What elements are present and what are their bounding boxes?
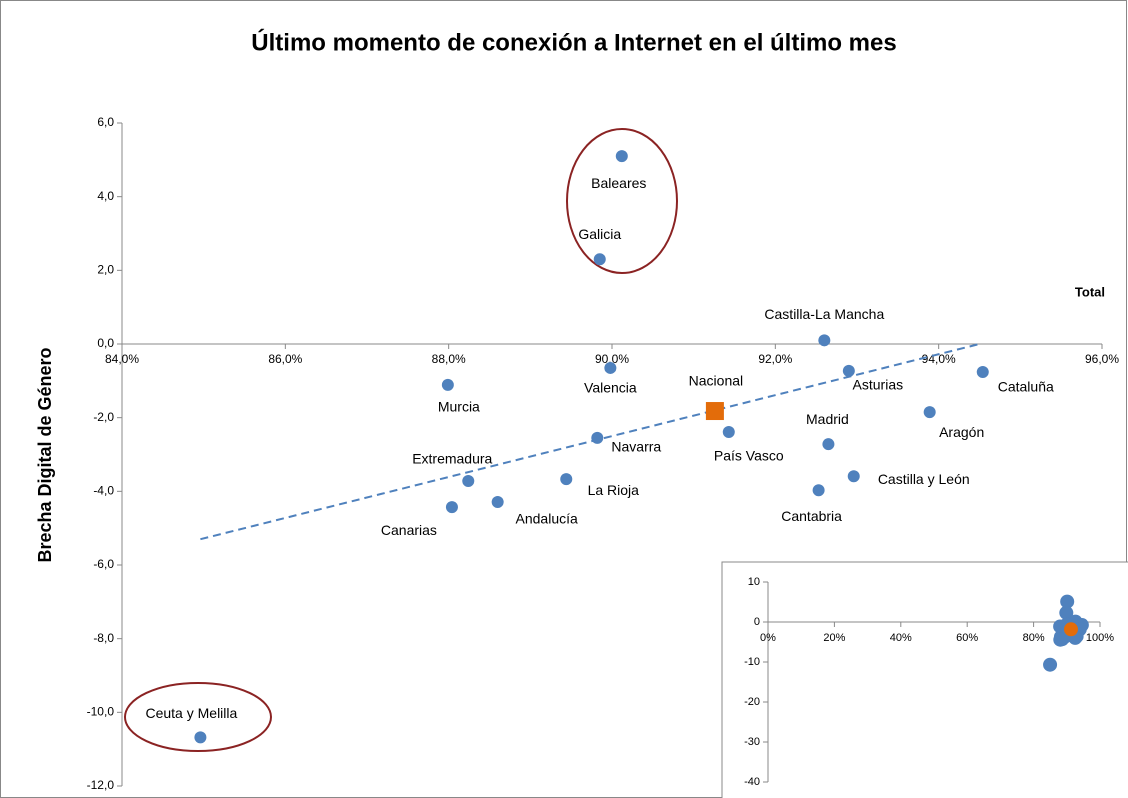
x-tick-label: 90,0% (595, 352, 629, 366)
x-tick-label: 94,0% (922, 352, 956, 366)
point (1053, 632, 1068, 647)
y-axis-title: Brecha Digital de Género (35, 347, 55, 562)
point-label: Baleares (591, 175, 646, 191)
point (491, 496, 504, 509)
point (818, 334, 831, 347)
x-tick-label: 88,0% (432, 352, 466, 366)
point-label: Castilla y León (878, 471, 970, 487)
y-tick-label: -6,0 (93, 557, 114, 571)
point (976, 365, 989, 378)
point-label: Extremadura (412, 451, 492, 467)
y-tick-label: -40 (744, 776, 760, 788)
point-label: Nacional (689, 373, 743, 389)
point-label: Murcia (438, 399, 480, 415)
point-label: Castilla-La Mancha (764, 306, 884, 322)
point (445, 501, 458, 514)
point-label: Asturias (853, 377, 904, 393)
chart-title: Último momento de conexión a Internet en… (251, 28, 896, 56)
x-tick-label: 96,0% (1085, 352, 1119, 366)
y-tick-label: 6,0 (97, 115, 114, 129)
point-label: Canarias (381, 522, 437, 538)
y-tick-label: -10,0 (87, 705, 115, 719)
point (615, 150, 628, 163)
point-label: La Rioja (588, 482, 640, 498)
x-tick-label: 92,0% (758, 352, 792, 366)
point-label: Galicia (578, 226, 621, 242)
point (560, 473, 573, 486)
x-tick-label: 86,0% (268, 352, 302, 366)
x-tick-label: 80% (1023, 632, 1045, 644)
x-tick-label: 100% (1086, 632, 1114, 644)
point-label: Valencia (584, 380, 637, 396)
point (842, 364, 855, 377)
point (847, 470, 860, 483)
point (441, 378, 454, 391)
x-tick-label: 0% (760, 632, 776, 644)
point (593, 253, 606, 266)
y-tick-label: -2,0 (93, 410, 114, 424)
point (705, 402, 724, 421)
point (1043, 657, 1058, 672)
point (591, 431, 604, 444)
point (1060, 594, 1075, 609)
x-tick-label: 40% (890, 632, 912, 644)
point (462, 475, 475, 488)
y-tick-label: 4,0 (97, 189, 114, 203)
point (194, 731, 207, 744)
annotation: Total (1075, 284, 1105, 299)
y-tick-label: 10 (748, 576, 760, 588)
point-label: Cataluña (998, 379, 1054, 395)
highlight-ellipse (124, 682, 272, 752)
point (812, 484, 825, 497)
y-tick-label: 0 (754, 616, 760, 628)
point (722, 426, 735, 439)
point (822, 438, 835, 451)
y-tick-label: -20 (744, 696, 760, 708)
inset-plot: 10 0 -10 -20 -30 -40 0% 20% 40% 60% 80% 100% (744, 576, 1114, 788)
y-tick-label: -4,0 (93, 484, 114, 498)
point-label: Aragón (939, 424, 984, 440)
point (923, 406, 936, 419)
x-tick-label: 60% (956, 632, 978, 644)
y-tick-label: -8,0 (93, 631, 114, 645)
highlight-ellipse (566, 128, 678, 274)
x-tick-label: 20% (823, 632, 845, 644)
point (604, 361, 617, 374)
point-label: Andalucía (516, 511, 578, 527)
point-label: Ceuta y Melilla (145, 705, 237, 721)
point-label: Cantabria (781, 508, 842, 524)
y-tick-label: 0,0 (97, 336, 114, 350)
y-tick-label: -12,0 (87, 778, 115, 792)
point-label: Madrid (806, 411, 849, 427)
x-tick-label: 84,0% (105, 352, 139, 366)
point (1059, 605, 1074, 620)
point-label: Navarra (611, 439, 661, 455)
plot: 6,0 4,0 2,0 0,0 -2,0 -4,0 -6,0 -8,0 -10,0 -12,0 84… (87, 115, 1120, 792)
y-tick-label: -10 (744, 656, 760, 668)
y-tick-label: -30 (744, 736, 760, 748)
point (1063, 622, 1078, 637)
point-label: País Vasco (714, 448, 784, 464)
y-tick-label: 2,0 (97, 263, 114, 277)
